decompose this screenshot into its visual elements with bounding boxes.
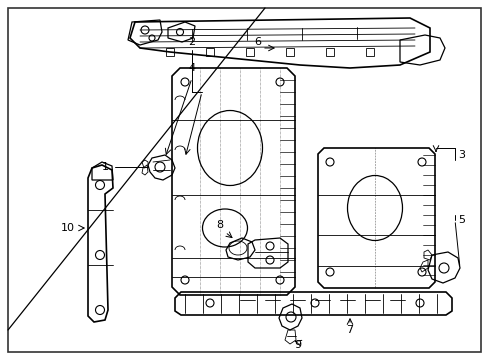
Text: 2: 2 [188, 37, 195, 47]
Text: 5: 5 [458, 215, 465, 225]
Bar [245, 48, 253, 56]
Bar [205, 48, 214, 56]
Text: 7: 7 [346, 325, 353, 335]
Text: 1: 1 [102, 162, 108, 172]
Text: 3: 3 [458, 150, 465, 160]
Text: 8: 8 [216, 220, 223, 230]
Text: 6: 6 [254, 37, 261, 47]
Bar [365, 48, 373, 56]
Text: 4: 4 [188, 63, 195, 73]
Bar [165, 48, 174, 56]
Text: 10: 10 [61, 223, 75, 233]
Bar [325, 48, 333, 56]
Text: 9: 9 [294, 340, 301, 350]
Bar [285, 48, 293, 56]
